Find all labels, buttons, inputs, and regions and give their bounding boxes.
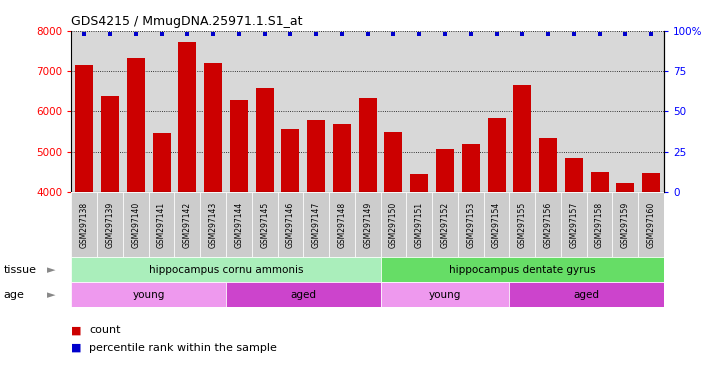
Text: aged: aged xyxy=(574,290,600,300)
Bar xyxy=(71,282,226,307)
Text: hippocampus cornu ammonis: hippocampus cornu ammonis xyxy=(149,265,303,275)
Bar xyxy=(355,192,381,257)
Text: GSM297157: GSM297157 xyxy=(569,202,578,248)
Text: tissue: tissue xyxy=(4,265,36,275)
Bar xyxy=(616,183,635,192)
Text: GSM297150: GSM297150 xyxy=(389,202,398,248)
Bar xyxy=(483,192,509,257)
Bar xyxy=(488,118,506,192)
Bar xyxy=(200,192,226,257)
Bar xyxy=(436,149,454,192)
Text: ■: ■ xyxy=(71,343,82,353)
Bar xyxy=(587,192,613,257)
Bar xyxy=(381,192,406,257)
Bar xyxy=(642,173,660,192)
Text: GSM297153: GSM297153 xyxy=(466,202,476,248)
Text: GSM297155: GSM297155 xyxy=(518,202,527,248)
Bar xyxy=(149,192,174,257)
Text: GSM297139: GSM297139 xyxy=(106,202,114,248)
Bar xyxy=(75,65,94,192)
Bar xyxy=(303,192,329,257)
Text: aged: aged xyxy=(291,290,316,300)
Text: GSM297158: GSM297158 xyxy=(595,202,604,248)
Bar xyxy=(381,257,664,282)
Text: GSM297142: GSM297142 xyxy=(183,202,192,248)
Text: GSM297144: GSM297144 xyxy=(234,202,243,248)
Bar xyxy=(281,129,299,192)
Bar xyxy=(101,96,119,192)
Bar xyxy=(127,58,145,192)
Text: age: age xyxy=(4,290,24,300)
Bar xyxy=(411,174,428,192)
Text: ■: ■ xyxy=(71,325,82,335)
Bar xyxy=(613,192,638,257)
Bar xyxy=(536,192,561,257)
Bar xyxy=(204,63,222,192)
Bar xyxy=(71,257,381,282)
Bar xyxy=(226,282,381,307)
Text: GSM297160: GSM297160 xyxy=(647,202,655,248)
Bar xyxy=(226,192,252,257)
Bar xyxy=(384,132,403,192)
Text: GSM297148: GSM297148 xyxy=(338,202,346,248)
Bar xyxy=(539,138,557,192)
Bar xyxy=(230,100,248,192)
Bar xyxy=(381,282,509,307)
Text: young: young xyxy=(429,290,461,300)
Bar xyxy=(432,192,458,257)
Text: GSM297152: GSM297152 xyxy=(441,202,450,248)
Text: hippocampus dentate gyrus: hippocampus dentate gyrus xyxy=(449,265,595,275)
Text: GSM297146: GSM297146 xyxy=(286,202,295,248)
Text: percentile rank within the sample: percentile rank within the sample xyxy=(89,343,277,353)
Bar xyxy=(406,192,432,257)
Bar xyxy=(638,192,664,257)
Text: GSM297156: GSM297156 xyxy=(543,202,553,248)
Bar xyxy=(358,98,377,192)
Text: GSM297154: GSM297154 xyxy=(492,202,501,248)
Bar xyxy=(252,192,278,257)
Text: GSM297159: GSM297159 xyxy=(621,202,630,248)
Bar xyxy=(565,158,583,192)
Bar xyxy=(307,120,325,192)
Text: GSM297143: GSM297143 xyxy=(208,202,218,248)
Text: ►: ► xyxy=(47,265,56,275)
Bar xyxy=(174,192,200,257)
Text: GSM297145: GSM297145 xyxy=(260,202,269,248)
Bar xyxy=(329,192,355,257)
Bar xyxy=(590,172,608,192)
Text: ►: ► xyxy=(47,290,56,300)
Text: GSM297140: GSM297140 xyxy=(131,202,141,248)
Text: GSM297138: GSM297138 xyxy=(80,202,89,248)
Bar xyxy=(561,192,587,257)
Bar xyxy=(513,85,531,192)
Text: young: young xyxy=(133,290,165,300)
Bar xyxy=(178,42,196,192)
Text: GSM297151: GSM297151 xyxy=(415,202,423,248)
Bar xyxy=(462,144,480,192)
Bar xyxy=(71,192,97,257)
Bar xyxy=(256,88,273,192)
Bar xyxy=(333,124,351,192)
Bar xyxy=(97,192,123,257)
Text: count: count xyxy=(89,325,121,335)
Bar xyxy=(509,192,536,257)
Bar xyxy=(153,133,171,192)
Bar xyxy=(278,192,303,257)
Text: GSM297147: GSM297147 xyxy=(312,202,321,248)
Text: GDS4215 / MmugDNA.25971.1.S1_at: GDS4215 / MmugDNA.25971.1.S1_at xyxy=(71,15,303,28)
Text: GSM297149: GSM297149 xyxy=(363,202,372,248)
Bar xyxy=(458,192,483,257)
Bar xyxy=(123,192,149,257)
Text: GSM297141: GSM297141 xyxy=(157,202,166,248)
Bar xyxy=(509,282,664,307)
